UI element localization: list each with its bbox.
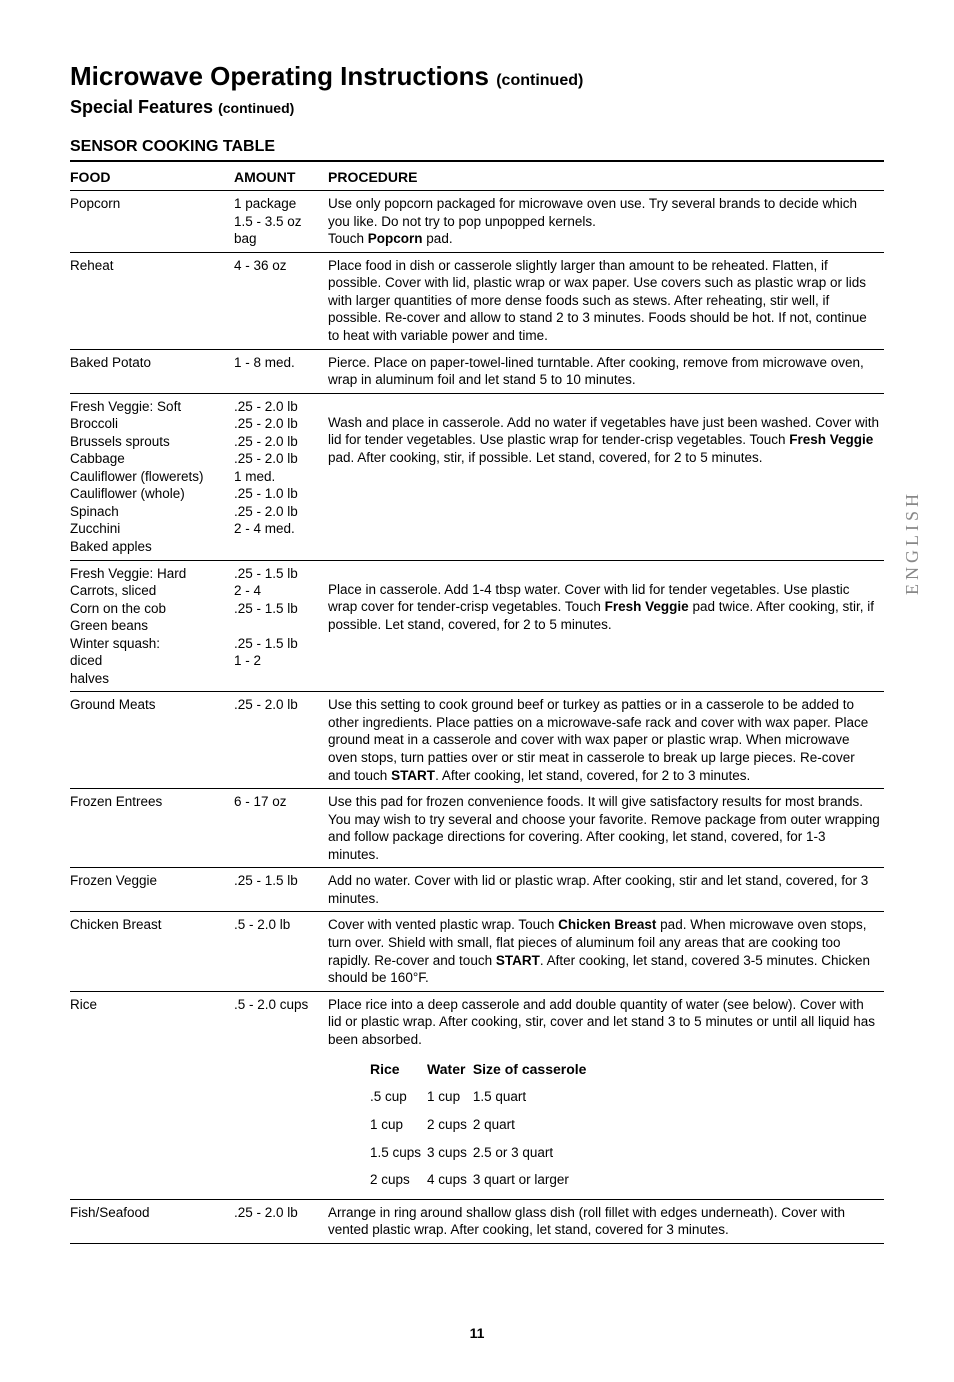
amount-cell: 6 - 17 oz [234,789,328,868]
table-row: Frozen Entrees 6 - 17 oz Use this pad fo… [70,789,884,868]
table-row: Fish/Seafood .25 - 2.0 lb Arrange in rin… [70,1199,884,1243]
food-cell: Popcorn [70,191,234,253]
procedure-cell: Use this setting to cook ground beef or … [328,692,884,789]
procedure-cell: Place food in dish or casserole slightly… [328,252,884,349]
food-cell: Chicken Breast [70,912,234,991]
amount-cell: .5 - 2.0 cups [234,991,328,1199]
amount-cell: 1 package 1.5 - 3.5 oz bag [234,191,328,253]
food-cell: Frozen Entrees [70,789,234,868]
food-cell: Rice [70,991,234,1199]
table-row: Ground Meats .25 - 2.0 lb Use this setti… [70,692,884,789]
food-cell: Frozen Veggie [70,868,234,912]
table-row: Fresh Veggie: Hard Carrots, sliced Corn … [70,560,884,692]
table-row: Baked Potato 1 - 8 med. Pierce. Place on… [70,349,884,393]
header-amount: AMOUNT [234,164,328,191]
procedure-cell: Arrange in ring around shallow glass dis… [328,1199,884,1243]
procedure-cell: Place in casserole. Add 1-4 tbsp water. … [328,560,884,692]
food-cell: Fresh Veggie: Hard Carrots, sliced Corn … [70,560,234,692]
table-row: Chicken Breast .5 - 2.0 lb Cover with ve… [70,912,884,991]
food-cell: Fish/Seafood [70,1199,234,1243]
food-cell: Ground Meats [70,692,234,789]
amount-cell: 4 - 36 oz [234,252,328,349]
procedure-cell: Cover with vented plastic wrap. Touch Ch… [328,912,884,991]
food-cell: Fresh Veggie: Soft Broccoli Brussels spr… [70,393,234,560]
subtitle-main: Special Features [70,97,213,117]
language-tab: ENGLISH [901,490,924,595]
page-title: Microwave Operating Instructions (contin… [70,60,884,94]
page-subtitle: Special Features (continued) [70,96,884,119]
procedure-cell: Add no water. Cover with lid or plastic … [328,868,884,912]
subtitle-continued: (continued) [218,100,294,116]
table-row: Reheat 4 - 36 oz Place food in dish or c… [70,252,884,349]
table-row: Popcorn 1 package 1.5 - 3.5 oz bag Use o… [70,191,884,253]
title-continued: (continued) [496,72,583,89]
table-row: Frozen Veggie .25 - 1.5 lb Add no water.… [70,868,884,912]
amount-cell: .25 - 2.0 lb [234,692,328,789]
amount-cell: .25 - 1.5 lb [234,868,328,912]
amount-cell: .5 - 2.0 lb [234,912,328,991]
title-main: Microwave Operating Instructions [70,61,489,91]
food-cell: Reheat [70,252,234,349]
amount-cell: .25 - 2.0 lb .25 - 2.0 lb .25 - 2.0 lb .… [234,393,328,560]
header-procedure: PROCEDURE [328,164,884,191]
procedure-cell: Wash and place in casserole. Add no wate… [328,393,884,560]
table-header-row: FOOD AMOUNT PROCEDURE [70,164,884,191]
procedure-cell: Use only popcorn packaged for microwave … [328,191,884,253]
amount-cell: .25 - 1.5 lb 2 - 4 .25 - 1.5 lb .25 - 1.… [234,560,328,692]
procedure-cell: Use this pad for frozen convenience food… [328,789,884,868]
table-row: Fresh Veggie: Soft Broccoli Brussels spr… [70,393,884,560]
amount-cell: 1 - 8 med. [234,349,328,393]
rice-subtable: Rice Water Size of casserole .5 cup1 cup… [368,1054,592,1194]
sensor-cooking-table: FOOD AMOUNT PROCEDURE Popcorn 1 package … [70,164,884,1244]
page-number: 11 [70,1324,884,1342]
procedure-cell: Pierce. Place on paper-towel-lined turnt… [328,349,884,393]
food-cell: Baked Potato [70,349,234,393]
procedure-cell: Place rice into a deep casserole and add… [328,991,884,1199]
amount-cell: .25 - 2.0 lb [234,1199,328,1243]
header-food: FOOD [70,164,234,191]
table-row: Rice .5 - 2.0 cups Place rice into a dee… [70,991,884,1199]
section-heading: SENSOR COOKING TABLE [70,137,884,162]
